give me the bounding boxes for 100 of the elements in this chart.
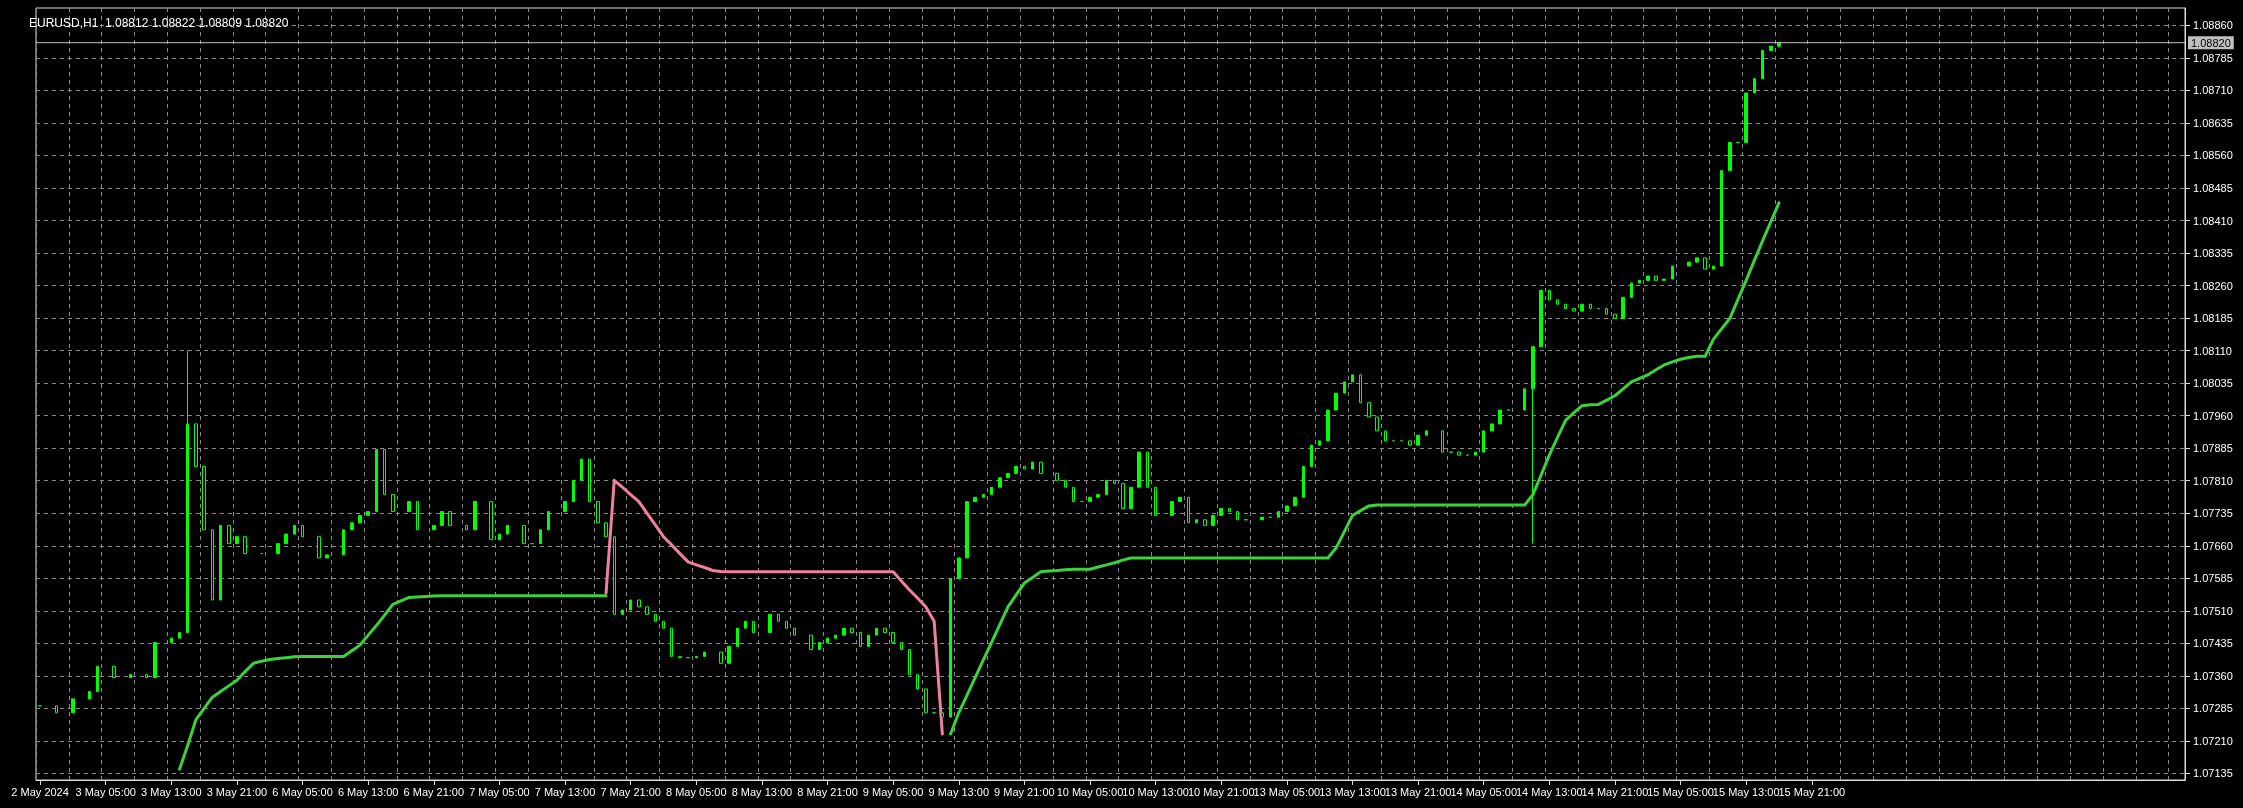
y-tick-label: 1.08785 xyxy=(2193,51,2233,64)
candlestick xyxy=(924,688,928,714)
candlestick xyxy=(941,712,944,718)
candlestick xyxy=(178,632,181,639)
candlestick xyxy=(1416,434,1420,446)
x-tick-label: 15 May 05:00 xyxy=(1647,785,1714,798)
candlestick xyxy=(957,557,961,580)
y-tick-label: 1.08635 xyxy=(2193,116,2233,129)
y-tick-label: 1.07285 xyxy=(2193,702,2233,715)
x-tick-label: 6 May 05:00 xyxy=(272,785,333,798)
y-tick-label: 1.07960 xyxy=(2193,409,2233,422)
candlestick xyxy=(448,511,452,526)
candlestick xyxy=(908,648,911,676)
candlestick xyxy=(1129,486,1133,509)
candlestick xyxy=(358,514,362,524)
x-tick-label: 13 May 05:00 xyxy=(1253,785,1321,798)
candlestick xyxy=(1039,461,1043,474)
candlestick xyxy=(547,511,550,531)
x-tick-label: 3 May 21:00 xyxy=(206,785,268,798)
candlestick xyxy=(744,620,747,629)
candlestick xyxy=(621,609,624,615)
x-tick-label: 3 May 13:00 xyxy=(141,785,202,798)
candlestick xyxy=(1531,346,1535,545)
candlestick xyxy=(719,651,723,664)
y-tick-label: 1.08335 xyxy=(2193,247,2233,260)
candlestick xyxy=(1761,50,1764,80)
candlestick xyxy=(1753,78,1756,94)
candlestick xyxy=(1211,514,1215,526)
candlestick xyxy=(71,698,75,714)
candlestick xyxy=(1441,430,1444,453)
candlestick xyxy=(506,524,509,535)
x-tick-label: 9 May 05:00 xyxy=(862,785,924,798)
y-tick-label: 1.07435 xyxy=(2193,637,2233,650)
candlestick xyxy=(1490,423,1494,432)
candlestick xyxy=(662,620,665,629)
candlestick xyxy=(227,524,231,545)
candlestick xyxy=(1203,519,1207,526)
candlestick xyxy=(900,642,903,650)
candlestick xyxy=(982,494,985,498)
y-tick-label: 1.07210 xyxy=(2193,734,2233,747)
candlestick xyxy=(186,350,189,634)
candlestick xyxy=(522,524,526,545)
candlestick xyxy=(1408,440,1412,446)
candlestick xyxy=(1375,416,1379,432)
y-tick-label: 1.07135 xyxy=(2193,767,2233,780)
y-tick-label: 1.08185 xyxy=(2193,312,2233,325)
x-tick-label: 6 May 13:00 xyxy=(337,785,399,798)
candlestick xyxy=(604,522,608,538)
candlestick xyxy=(1662,278,1666,281)
candlestick xyxy=(973,496,977,503)
candlestick xyxy=(416,501,419,531)
ref-line-label: 1.08820 xyxy=(2191,36,2231,49)
candlestick xyxy=(350,522,354,531)
candlestick xyxy=(1474,451,1477,456)
y-tick-label: 1.07885 xyxy=(2193,442,2233,455)
candlestick xyxy=(112,665,116,679)
x-tick-label: 9 May 21:00 xyxy=(994,785,1055,798)
candlestick xyxy=(88,691,91,700)
candlestick xyxy=(965,501,969,559)
candlestick xyxy=(727,645,731,664)
candlestick xyxy=(55,705,58,714)
candlestick xyxy=(1334,392,1338,411)
candlestick xyxy=(809,634,813,650)
candlestick xyxy=(1687,261,1691,267)
candlestick xyxy=(1556,299,1559,305)
candlestick xyxy=(637,599,641,608)
candlestick xyxy=(235,536,239,545)
y-tick-label: 1.08410 xyxy=(2193,214,2233,227)
candlestick xyxy=(489,501,493,541)
candlestick xyxy=(1031,461,1034,470)
y-tick-label: 1.08560 xyxy=(2193,149,2233,162)
candlestick xyxy=(1646,275,1650,281)
y-tick-label: 1.08110 xyxy=(2193,344,2232,357)
candlestick xyxy=(1654,275,1658,281)
candlestick xyxy=(1621,296,1625,320)
candlestick xyxy=(498,533,501,541)
candlestick xyxy=(850,627,854,634)
x-tick-label: 7 May 21:00 xyxy=(600,785,661,798)
x-tick-label: 3 May 05:00 xyxy=(75,785,136,798)
candlestick xyxy=(1310,444,1313,467)
candlestick xyxy=(1326,409,1330,442)
candlestick xyxy=(1457,451,1461,456)
candlestick xyxy=(243,536,247,555)
candlestick xyxy=(1720,170,1723,267)
candlestick xyxy=(465,524,468,531)
candlestick xyxy=(1154,486,1157,516)
x-tick-label: 15 May 13:00 xyxy=(1712,785,1780,798)
candlestick xyxy=(1671,265,1674,280)
candlestick xyxy=(695,655,698,659)
x-tick-label: 9 May 13:00 xyxy=(928,785,990,798)
candlestick xyxy=(1170,501,1174,516)
line-series xyxy=(604,478,944,736)
candlestick xyxy=(826,637,829,644)
candlestick xyxy=(1564,303,1567,310)
candlestick xyxy=(867,634,870,647)
candlestick xyxy=(1072,486,1075,503)
candlestick xyxy=(1146,451,1149,488)
candlestick xyxy=(1105,479,1108,496)
candlestick xyxy=(293,524,296,535)
candlestick xyxy=(588,458,591,503)
